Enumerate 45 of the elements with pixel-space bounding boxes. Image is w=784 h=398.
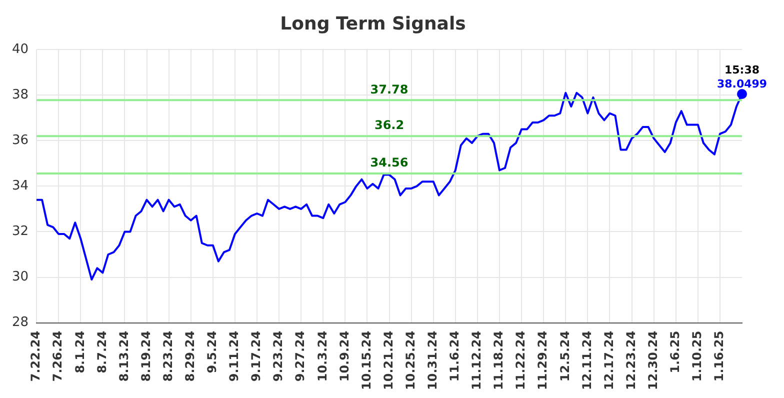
ref-line-label: 36.2 xyxy=(374,118,404,132)
y-tick-label: 30 xyxy=(12,270,29,285)
y-tick-label: 38 xyxy=(12,88,29,103)
x-tick-label: 1.10.25 xyxy=(690,330,704,382)
x-tick-label: 9.11.24 xyxy=(227,330,242,382)
x-tick-label: 8.23.24 xyxy=(160,330,175,382)
x-tick-label: 8.13.24 xyxy=(116,330,131,382)
x-tick-label: 12.30.24 xyxy=(646,330,660,390)
y-tick-label: 36 xyxy=(12,133,29,148)
x-tick-label: 9.5.24 xyxy=(205,330,220,374)
x-tick-label: 10.3.24 xyxy=(315,330,330,382)
x-tick-label: 11.22.24 xyxy=(514,330,528,390)
x-tick-label: 12.23.24 xyxy=(624,330,638,390)
x-tick-label: 1.6.25 xyxy=(668,330,682,374)
chart-title: Long Term Signals xyxy=(280,13,466,34)
x-tick-label: 7.22.24 xyxy=(28,330,43,382)
ref-line-label: 37.78 xyxy=(370,82,408,96)
x-tick-label: 8.29.24 xyxy=(182,330,197,382)
x-tick-label: 12.17.24 xyxy=(602,330,616,390)
y-tick-label: 40 xyxy=(12,42,29,57)
y-tick-label: 34 xyxy=(12,178,29,194)
x-tick-label: 12.5.24 xyxy=(558,330,572,382)
y-tick-label: 32 xyxy=(12,224,29,240)
x-tick-label: 10.25.24 xyxy=(403,330,418,390)
x-tick-label: 11.18.24 xyxy=(492,330,506,390)
x-tick-label: 10.21.24 xyxy=(381,330,396,390)
x-tick-label: 12.11.24 xyxy=(580,330,594,390)
x-tick-label: 11.12.24 xyxy=(470,330,484,390)
x-tick-label: 11.29.24 xyxy=(536,330,550,390)
x-tick-label: 10.9.24 xyxy=(337,330,352,382)
annotation: 15:38 xyxy=(724,63,760,76)
x-tick-label: 8.1.24 xyxy=(72,330,87,374)
x-tick-label: 8.19.24 xyxy=(138,330,153,382)
y-tick-label: 28 xyxy=(12,315,29,330)
x-tick-label: 10.15.24 xyxy=(359,330,374,390)
x-tick-label: 9.27.24 xyxy=(293,330,308,382)
x-tick-label: 11.6.24 xyxy=(448,330,462,382)
ref-line-label: 34.56 xyxy=(370,156,408,170)
x-tick-label: 9.17.24 xyxy=(249,330,264,382)
x-tick-label: 7.26.24 xyxy=(50,330,65,382)
x-tick-label: 9.23.24 xyxy=(271,330,286,382)
data-label: 38.0499 xyxy=(716,77,768,90)
x-tick-label: 10.31.24 xyxy=(425,330,440,390)
x-tick-label: 1.16.25 xyxy=(712,330,726,382)
x-tick-label: 8.7.24 xyxy=(94,330,109,374)
